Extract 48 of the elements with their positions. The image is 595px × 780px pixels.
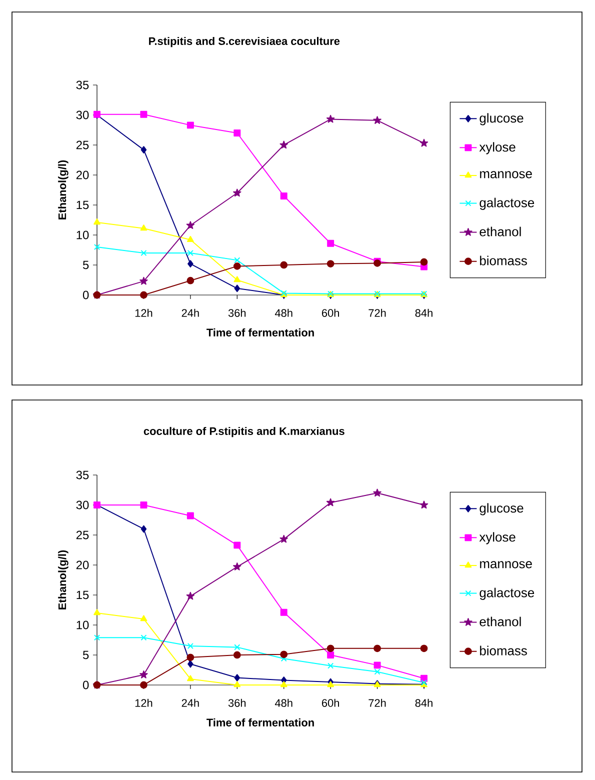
y-tick-label: 10 xyxy=(76,230,89,240)
legend-label: galactose xyxy=(480,588,534,600)
x-tick-label: 84h xyxy=(415,308,432,317)
x-tick-label: 72h xyxy=(368,698,386,707)
x-tick-label: 24h xyxy=(182,308,199,317)
chart-title: P.stipitis and S.cerevisiaea coculture xyxy=(149,36,340,48)
y-axis-title: Ethanol(g/l) xyxy=(58,550,68,610)
x-axis-title: Time of fermentation xyxy=(206,328,314,336)
y-tick-label: 20 xyxy=(76,560,89,570)
legend-label: glucose xyxy=(480,113,524,126)
y-tick-label: 30 xyxy=(76,500,89,510)
y-tick-label: 5 xyxy=(82,650,89,660)
legend-label: xylose xyxy=(479,142,516,154)
y-tick-label: 35 xyxy=(76,470,89,480)
x-tick-label: 48h xyxy=(274,308,292,317)
legend-label: mannose xyxy=(480,561,532,568)
y-tick-label: 35 xyxy=(76,80,89,90)
legend-label: biomass xyxy=(480,646,527,656)
x-axis-title: Time of fermentation xyxy=(206,718,314,726)
legend-label: ethanol xyxy=(480,226,521,236)
y-tick-label: 15 xyxy=(76,590,89,600)
x-tick-label: 36h xyxy=(228,308,246,317)
y-tick-label: 25 xyxy=(76,530,89,540)
x-tick-label: 12h xyxy=(135,308,152,317)
y-tick-label: 15 xyxy=(76,200,89,210)
y-tick-label: 5 xyxy=(82,260,89,270)
legend-label: ethanol xyxy=(480,616,521,626)
y-tick-label: 30 xyxy=(76,110,89,120)
y-tick-label: 0 xyxy=(82,680,89,690)
legend-label: galactose xyxy=(480,198,534,210)
legend-label: mannose xyxy=(480,171,532,178)
x-tick-label: 36h xyxy=(228,698,246,707)
x-tick-label: 84h xyxy=(415,698,432,707)
x-tick-label: 72h xyxy=(368,308,386,317)
y-tick-label: 20 xyxy=(76,170,89,180)
y-tick-label: 25 xyxy=(76,140,89,150)
x-tick-label: 24h xyxy=(182,698,199,707)
legend-label: xylose xyxy=(479,532,516,544)
chart-title: coculture of P.stipitis and K.marxianus xyxy=(144,426,344,438)
y-axis-title: Ethanol(g/l) xyxy=(58,160,68,220)
x-tick-label: 48h xyxy=(274,698,292,707)
y-tick-label: 0 xyxy=(82,290,89,300)
y-tick-label: 10 xyxy=(76,620,89,630)
x-tick-label: 60h xyxy=(322,308,339,317)
legend-label: glucose xyxy=(480,503,524,516)
x-tick-label: 60h xyxy=(322,698,339,707)
legend-label: biomass xyxy=(480,256,527,266)
x-tick-label: 12h xyxy=(135,698,152,707)
